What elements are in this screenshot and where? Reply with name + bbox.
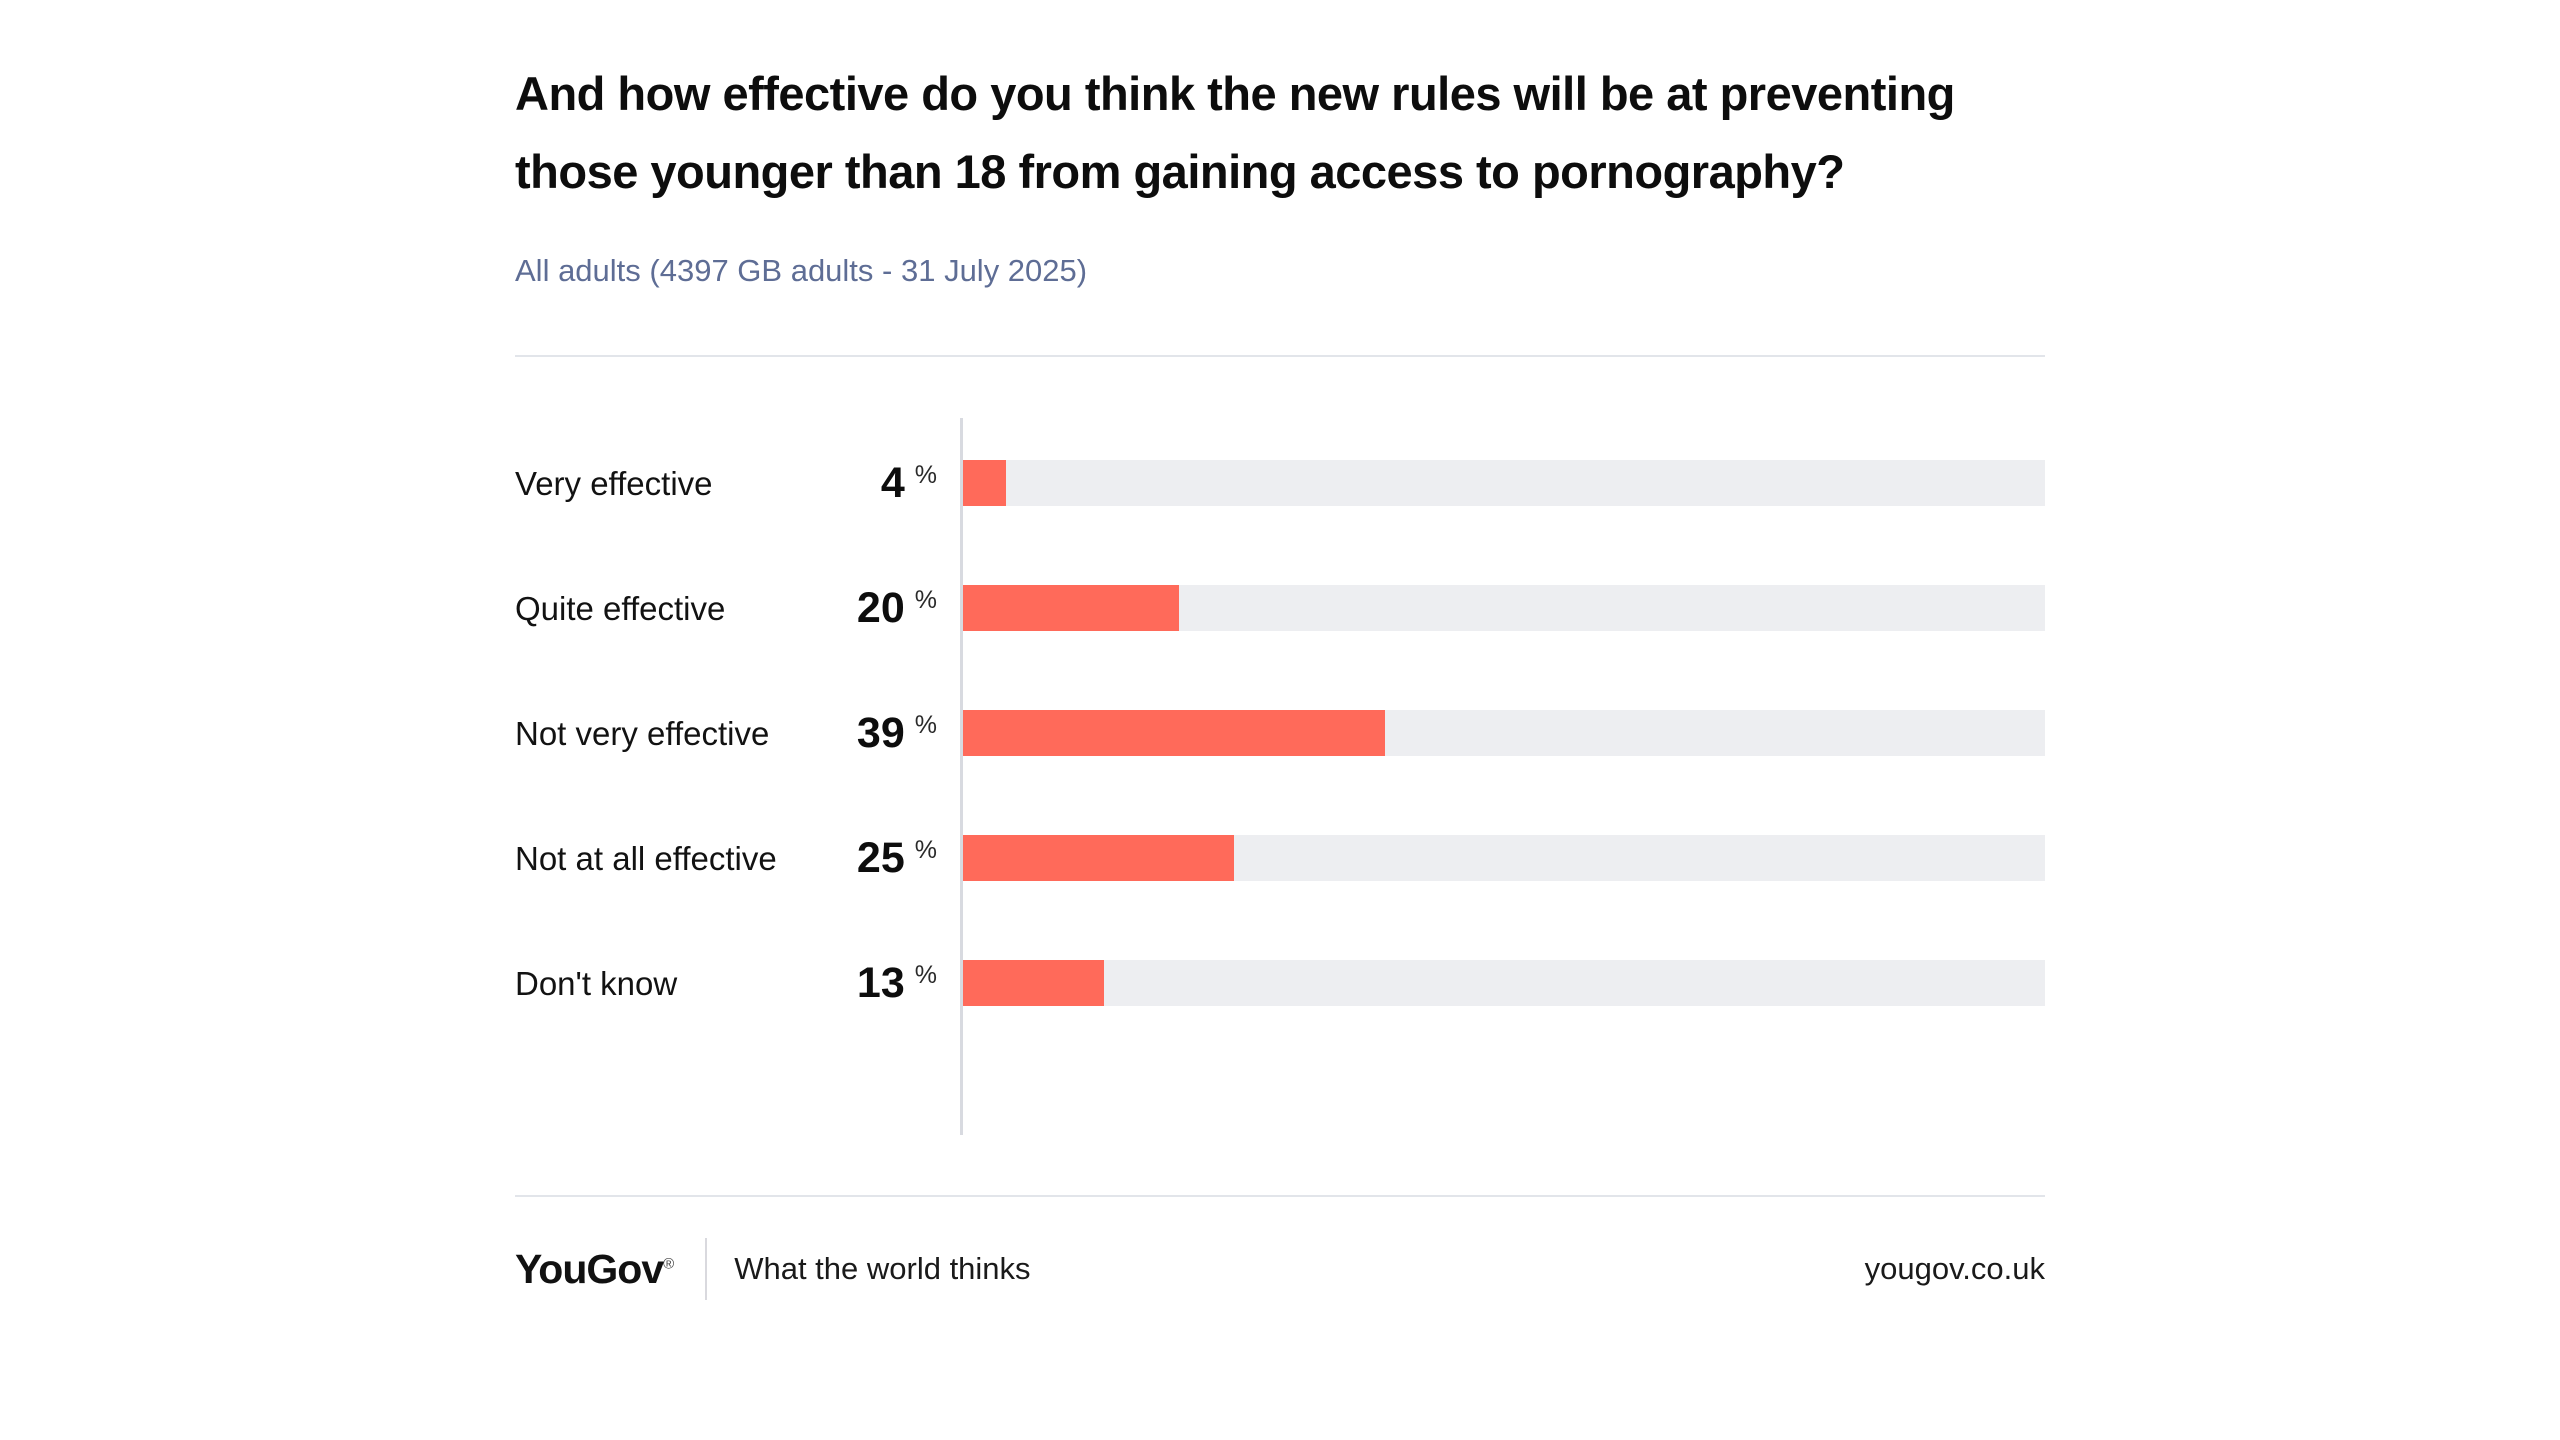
bar-track [963,585,2045,631]
sample-subtitle: All adults (4397 GB adults - 31 July 202… [515,253,1088,288]
bar-track [963,960,2045,1006]
footer: YouGov® What the world thinks yougov.co.… [515,1231,2045,1307]
yougov-logo: YouGov® [515,1245,674,1293]
category-label: Not at all effective [515,839,777,877]
bar-chart: Very effective 4 % Quite effective 20 % … [515,418,2045,1135]
chart-row: Very effective 4 % [515,460,2045,506]
bar-fill [963,710,1385,756]
page-title: And how effective do you think the new r… [515,67,1955,198]
chart-row: Not very effective 39 % [515,710,2045,756]
axis-baseline [960,418,963,1135]
bar-track [963,710,2045,756]
percent-sign: % [914,836,937,864]
bar-fill [963,585,1180,631]
value-number: 39 [856,709,905,757]
value-label: 39 % [847,710,963,756]
bar-fill [963,835,1234,881]
chart-row: Don't know 13 % [515,960,2045,1006]
footer-tagline: What the world thinks [734,1251,1031,1286]
value-label: 4 % [847,460,963,506]
bar-fill [963,460,1007,506]
percent-sign: % [914,711,937,739]
registered-trademark-icon: ® [663,1254,674,1272]
value-label: 13 % [847,960,963,1006]
percent-sign: % [914,461,937,489]
category-label: Don't know [515,964,678,1002]
footer-url: yougov.co.uk [1864,1251,2045,1286]
value-number: 4 [880,459,905,507]
value-number: 13 [856,959,905,1007]
category-label: Not very effective [515,714,770,752]
value-number: 25 [856,834,905,882]
bar-fill [963,960,1104,1006]
category-label: Quite effective [515,589,726,627]
bar-track [963,460,2045,506]
top-divider [515,355,2045,357]
yougov-logo-text: YouGov [515,1245,664,1292]
chart-row: Quite effective 20 % [515,585,2045,631]
value-label: 25 % [847,835,963,881]
chart-row: Not at all effective 25 % [515,835,2045,881]
percent-sign: % [914,586,937,614]
bottom-divider [515,1195,2045,1197]
value-label: 20 % [847,585,963,631]
bar-track [963,835,2045,881]
content-container: And how effective do you think the new r… [515,0,2045,1307]
footer-divider [705,1238,708,1300]
value-number: 20 [856,584,905,632]
percent-sign: % [914,961,937,989]
category-label: Very effective [515,464,713,502]
bar-chart-rows: Very effective 4 % Quite effective 20 % … [515,460,2045,1006]
